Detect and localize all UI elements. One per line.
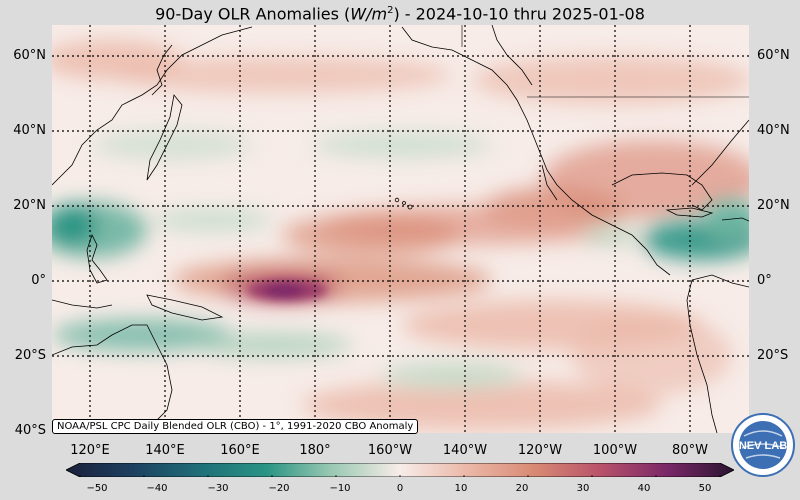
lat-label-20n-right: 20°N — [757, 198, 790, 213]
lon-label-180: 180° — [299, 443, 331, 458]
positive-anomalies — [52, 40, 749, 430]
lat-label-60n-right: 60°N — [757, 48, 790, 63]
colorbar-tick: −50 — [86, 483, 108, 494]
lat-label-40s-left: 40°S — [14, 423, 46, 438]
colorbar — [66, 463, 734, 477]
lon-label-160w: 160°W — [367, 443, 413, 458]
data-source-credit: NOAA/PSL CPC Daily Blended OLR (CBO) - 1… — [52, 419, 419, 434]
colorbar-tick: 20 — [515, 483, 529, 494]
lat-label-20n-left: 20°N — [13, 198, 46, 213]
lon-label-100w: 100°W — [592, 443, 638, 458]
graticule — [52, 25, 749, 433]
negative-anomalies — [52, 131, 749, 387]
lon-label-80w: 80°W — [672, 443, 708, 458]
colorbar-tick: −30 — [207, 483, 229, 494]
colorbar-tick: −10 — [329, 483, 351, 494]
colorbar-tick: 10 — [454, 483, 468, 494]
colorbar-body — [66, 463, 734, 477]
colorbar-tick: −20 — [268, 483, 290, 494]
lon-label-140e: 140°E — [145, 443, 185, 458]
lon-label-160e: 160°E — [220, 443, 260, 458]
lat-label-40n-left: 40°N — [13, 123, 46, 138]
colorbar-tick: 50 — [698, 483, 712, 494]
lon-label-120w: 120°W — [517, 443, 563, 458]
lat-label-20s-right: 20°S — [757, 348, 789, 363]
lon-label-140w: 140°W — [442, 443, 488, 458]
logo-text: NEV LAB — [739, 440, 787, 452]
coastlines — [52, 25, 749, 433]
lat-label-eq-right: 0° — [757, 273, 772, 288]
map-title: 90-Day OLR Anomalies (W/m2) - 2024-10-10… — [155, 4, 645, 24]
lon-label-120e: 120°E — [70, 443, 110, 458]
lat-label-20s-left: 20°S — [14, 348, 46, 363]
lat-label-eq-left: 0° — [31, 273, 46, 288]
positive-core — [247, 279, 327, 301]
colorbar-tick: 40 — [637, 483, 651, 494]
lat-label-40n-right: 40°N — [757, 123, 790, 138]
nev-lab-logo: NEV LAB — [731, 413, 795, 477]
lat-label-60n-left: 60°N — [13, 48, 46, 63]
colorbar-tick: 0 — [396, 483, 404, 494]
colorbar-tick: −40 — [146, 483, 168, 494]
olr-anomaly-map — [52, 25, 749, 433]
colorbar-tick: 30 — [576, 483, 590, 494]
